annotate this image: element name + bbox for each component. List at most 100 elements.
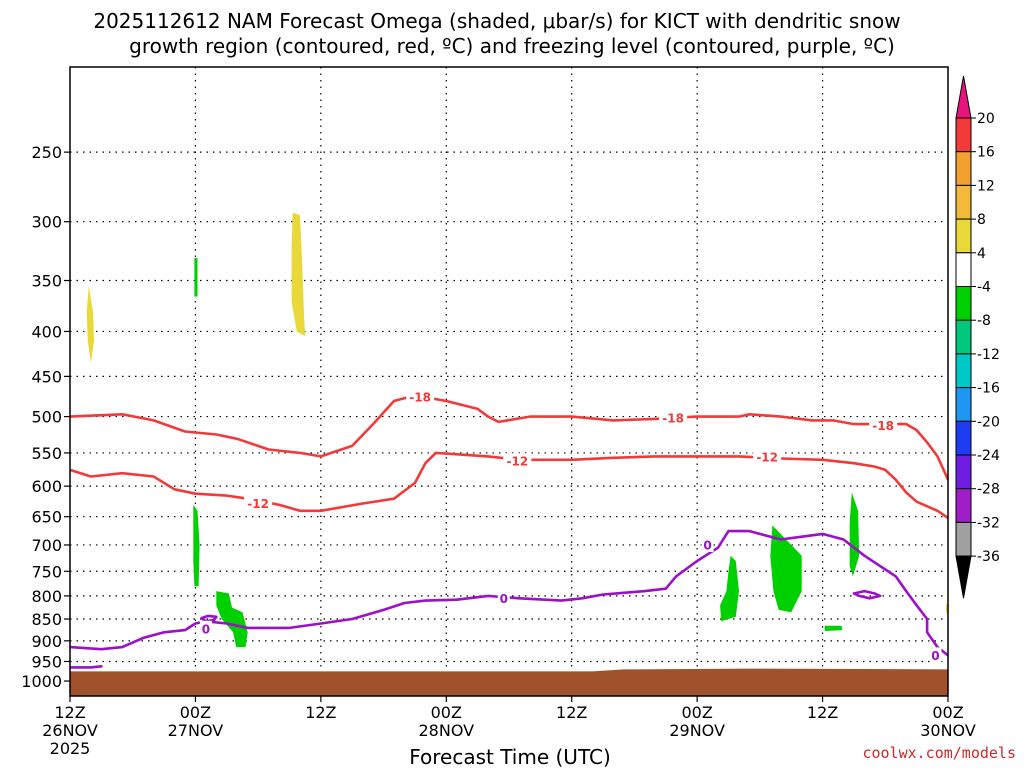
y-tick-label-600: 600 [31, 477, 62, 496]
omega-region-0 [86, 285, 94, 364]
contour-label-1: -18 [662, 412, 684, 426]
contour-freezing-level-island [852, 589, 882, 600]
colorbar-label-13: -36 [977, 549, 1000, 565]
x-tick-label-0-2: 2025 [50, 739, 91, 758]
x-tick-label-24-0: 12Z [305, 703, 336, 722]
contour-label-bg-6 [199, 620, 212, 636]
title-line-1: 2025112612 NAM Forecast Omega (shaded, μ… [93, 9, 900, 33]
colorbar-segment-2 [955, 151, 972, 186]
colorbar-label-10: -24 [977, 448, 1000, 464]
y-tick-label-700: 700 [31, 536, 62, 555]
colorbar-label-3: 8 [977, 212, 986, 228]
contour-dgz-minus12 [70, 451, 948, 520]
contour-label-3: -12 [247, 497, 269, 511]
colorbar-label-7: -12 [977, 347, 1000, 363]
omega-region-5 [720, 555, 739, 622]
contour-label-9: 0 [931, 649, 939, 663]
y-tick-label-250: 250 [31, 143, 62, 162]
x-tick-label-48-0: 12Z [556, 703, 587, 722]
x-tick-label-60-0: 00Z [681, 703, 712, 722]
colorbar-segment-8 [955, 353, 972, 389]
x-tick-label-36-1: 28NOV [418, 721, 474, 740]
colorbar-segment-5 [955, 252, 972, 288]
omega-region-8 [824, 625, 843, 631]
contour-label-bg-0 [406, 389, 435, 405]
y-tick-label-800: 800 [31, 587, 62, 606]
plot-frame [69, 66, 949, 697]
colorbar-label-2: 12 [977, 178, 995, 194]
colorbar-segment-1 [955, 117, 972, 153]
y-tick-label-300: 300 [31, 213, 62, 232]
terrain-fill [70, 668, 948, 696]
contour-freezing-level-blob [200, 614, 218, 623]
y-tick-label-850: 850 [31, 610, 62, 629]
omega-region-3 [193, 504, 200, 587]
colorbar-label-12: -32 [977, 515, 1000, 531]
colorbar-label-0: 20 [977, 111, 995, 127]
omega-region-1 [291, 212, 306, 337]
contour-label-bg-8 [701, 536, 714, 552]
x-tick-label-0-1: 26NOV [42, 721, 98, 740]
colorbar-bottom-triangle [955, 555, 972, 599]
colorbar-segment-13 [955, 521, 972, 557]
y-tick-label-550: 550 [31, 444, 62, 463]
contour-label-8: 0 [703, 538, 711, 552]
x-tick-label-84-0: 00Z [932, 703, 963, 722]
colorbar: 20 16 12 8 4 -4 -8 -12 -16 -20 -24 -28 -32 -36 [955, 75, 1000, 599]
y-tick-label-750: 750 [31, 562, 62, 581]
colorbar-segment-12 [955, 488, 972, 523]
contour-label-2: -18 [872, 419, 894, 433]
colorbar-segment-6 [955, 286, 972, 321]
contour-label-bg-2 [869, 417, 898, 433]
y-tick-label-950: 950 [31, 652, 62, 671]
x-tick-label-72-0: 12Z [807, 703, 838, 722]
x-tick-label-60-1: 29NOV [669, 721, 725, 740]
contour-label-bg-7 [497, 590, 510, 606]
colorbar-segment-4 [955, 218, 972, 254]
y-tick-label-450: 450 [31, 367, 62, 386]
contour-freezing-level-sfc [70, 665, 103, 669]
colorbar-label-4: 4 [977, 246, 986, 262]
x-tick-label-12-1: 27NOV [168, 721, 224, 740]
colorbar-label-8: -16 [977, 381, 1000, 397]
y-tick-label-650: 650 [31, 508, 62, 527]
credit-text: coolwx.com/models [862, 744, 1016, 762]
y-tick-label-500: 500 [31, 408, 62, 427]
contour-label-7: 0 [500, 592, 508, 606]
omega-region-6 [770, 525, 802, 613]
colorbar-segment-11 [955, 454, 972, 490]
contour-label-5: -12 [756, 451, 778, 465]
colorbar-segment-3 [955, 184, 972, 220]
y-tick-label-350: 350 [31, 272, 62, 291]
x-tick-label-0-0: 12Z [54, 703, 85, 722]
plot-area: -18 -18 -18 -12 -12 -12 0 0 0 0 250 300 350 400 450 500… [21, 66, 976, 758]
title-line-2: growth region (contoured, red, ºC) and f… [129, 34, 895, 58]
contour-label-0: -18 [409, 391, 431, 405]
x-tick-label-36-0: 00Z [431, 703, 462, 722]
contour-label-bg-4 [503, 453, 532, 469]
colorbar-label-11: -28 [977, 482, 1000, 498]
contour-label-6: 0 [202, 622, 210, 636]
omega-region-7 [849, 492, 860, 577]
x-tick-label-84-1: 30NOV [920, 721, 976, 740]
omega-region-4 [216, 591, 248, 648]
contour-label-bg-9 [929, 647, 942, 663]
omega-region-2 [194, 258, 198, 297]
chart-title: 2025112612 NAM Forecast Omega (shaded, μ… [93, 9, 900, 58]
y-tick-label-400: 400 [31, 322, 62, 341]
x-tick-label-12-0: 00Z [180, 703, 211, 722]
contour-label-bg-5 [753, 449, 782, 465]
colorbar-top-triangle [955, 75, 972, 119]
colorbar-label-1: 16 [977, 145, 995, 161]
colorbar-segment-10 [955, 420, 972, 456]
contour-label-4: -12 [507, 455, 529, 469]
plot-content: -18 -18 -18 -12 -12 -12 0 0 0 0 [70, 212, 948, 696]
y-tick-label-1000: 1000 [21, 672, 62, 691]
colorbar-segment-7 [955, 319, 972, 355]
contour-label-bg-1 [659, 410, 688, 426]
colorbar-label-6: -8 [977, 313, 991, 329]
colorbar-label-5: -4 [977, 280, 991, 296]
colorbar-label-9: -20 [977, 414, 1000, 430]
colorbar-segment-9 [955, 387, 972, 422]
